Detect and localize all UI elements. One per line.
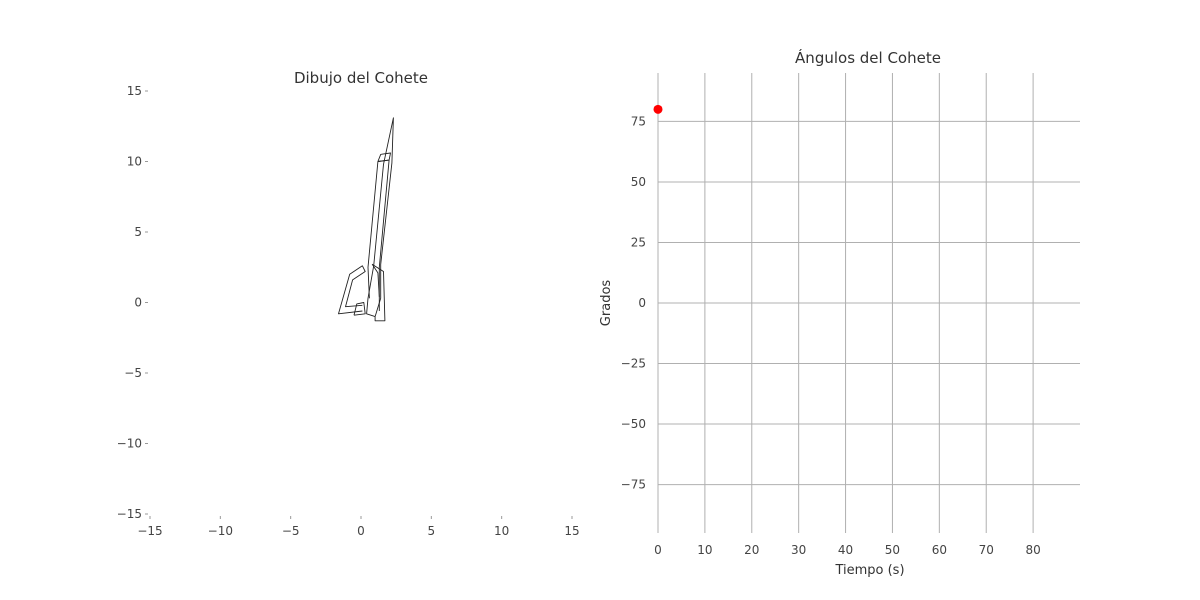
angles-x-tick-label: 20 [744, 543, 759, 557]
rocket-angles-chart: Ángulos del Cohete 0 10 20 30 40 50 60 70 80 −75… [599, 48, 1080, 578]
angles-y-tick-label: −75 [621, 478, 646, 492]
rocket-x-ticks: −15 −10 −5 0 5 10 15 [137, 516, 580, 538]
angles-y-tick-label: 75 [631, 114, 646, 128]
rocket-y-ticks: −15 −10 −5 0 5 10 15 [117, 84, 148, 521]
angle-data-point [653, 104, 663, 114]
angles-x-tick-label: 40 [838, 543, 853, 557]
angles-y-tick-label: 50 [631, 175, 646, 189]
rocket-x-tick-label: 15 [564, 524, 579, 538]
rocket-x-tick-label: −15 [137, 524, 162, 538]
rocket-y-tick-label: 5 [134, 225, 142, 239]
angles-y-ticks: −75 −50 −25 0 25 50 75 [621, 114, 646, 491]
rocket-nose-band-path [377, 152, 391, 162]
angles-x-axis-label: Tiempo (s) [834, 563, 904, 578]
rocket-x-tick-label: 5 [428, 524, 436, 538]
angles-grid [657, 73, 1080, 533]
angles-x-tick-label: 50 [885, 543, 900, 557]
rocket-y-tick-label: 10 [127, 155, 142, 169]
angles-y-tick-label: 0 [638, 296, 646, 310]
rocket-y-tick-label: −10 [117, 437, 142, 451]
rocket-fin-left-path [338, 265, 366, 315]
angles-x-tick-label: 10 [697, 543, 712, 557]
rocket-angles-title: Ángulos del Cohete [795, 48, 941, 67]
angles-x-tick-label: 80 [1025, 543, 1040, 557]
angles-y-tick-label: −25 [621, 357, 646, 371]
angles-x-tick-label: 30 [791, 543, 806, 557]
angles-x-ticks: 0 10 20 30 40 50 60 70 80 [654, 543, 1041, 557]
rocket-x-tick-label: 0 [357, 524, 365, 538]
angles-x-tick-label: 70 [979, 543, 994, 557]
rocket-y-tick-label: 15 [127, 84, 142, 98]
angles-y-tick-label: 25 [631, 235, 646, 249]
angles-y-axis-label: Grados [599, 280, 614, 327]
rocket-x-tick-label: −5 [282, 524, 300, 538]
rocket-fin-right-path [371, 263, 386, 322]
rocket-x-tick-label: 10 [494, 524, 509, 538]
rocket-drawing-title: Dibujo del Cohete [294, 69, 428, 87]
rocket-nozzle-path [353, 302, 366, 316]
rocket-y-tick-label: 0 [134, 296, 142, 310]
angles-x-tick-label: 0 [654, 543, 662, 557]
rocket-drawing-chart: Dibujo del Cohete −15 −10 −5 0 5 10 15 −15−10−… [117, 69, 580, 538]
rocket-outline [338, 117, 394, 322]
rocket-y-tick-label: −5 [124, 366, 142, 380]
angles-y-tick-label: −50 [621, 417, 646, 431]
rocket-x-tick-label: −10 [208, 524, 233, 538]
rocket-y-tick-label: −15 [117, 507, 142, 521]
angles-series [653, 104, 663, 114]
angles-x-tick-label: 60 [932, 543, 947, 557]
rocket-body-path [366, 117, 394, 318]
